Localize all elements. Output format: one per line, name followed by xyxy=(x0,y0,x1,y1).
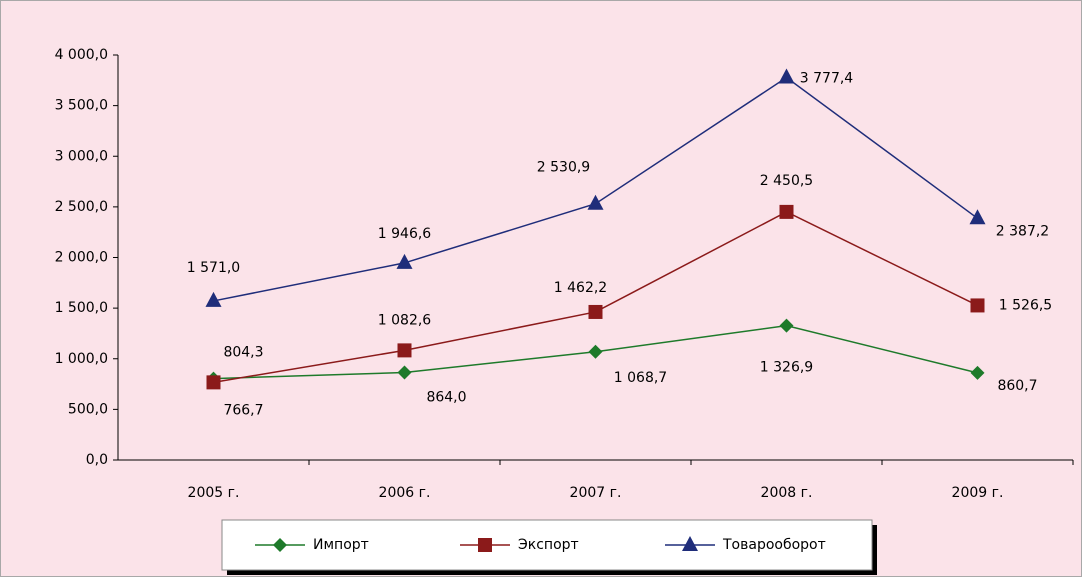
data-label: 2 387,2 xyxy=(996,223,1049,239)
y-tick-label: 500,0 xyxy=(68,401,108,417)
x-tick-label: 2006 г. xyxy=(379,485,431,501)
y-tick-label: 3 500,0 xyxy=(55,98,108,114)
data-point xyxy=(397,365,412,380)
data-label: 2 530,9 xyxy=(537,160,590,176)
data-point xyxy=(205,291,222,307)
data-label: 1 571,0 xyxy=(187,260,240,276)
data-point xyxy=(779,318,794,333)
data-label: 864,0 xyxy=(426,390,466,406)
data-point xyxy=(588,344,603,359)
x-tick-label: 2005 г. xyxy=(188,485,240,501)
data-point xyxy=(587,194,604,210)
legend-marker xyxy=(273,538,287,552)
data-label: 1 326,9 xyxy=(760,360,813,376)
legend-label: Товарооборот xyxy=(722,537,826,553)
data-point xyxy=(779,204,794,219)
data-point xyxy=(206,375,221,390)
legend-marker xyxy=(478,538,492,552)
data-label: 1 946,6 xyxy=(378,226,432,242)
x-tick-label: 2007 г. xyxy=(570,485,622,501)
data-label: 1 082,6 xyxy=(378,312,432,328)
y-tick-label: 1 000,0 xyxy=(55,351,108,367)
data-label: 3 777,4 xyxy=(800,71,854,87)
y-tick-label: 1 500,0 xyxy=(55,300,108,316)
data-point xyxy=(396,253,413,269)
legend-marker xyxy=(682,536,698,551)
data-point xyxy=(588,304,603,319)
data-point xyxy=(778,68,795,84)
data-point xyxy=(970,298,985,313)
legend-label: Экспорт xyxy=(518,537,579,553)
legend-label: Импорт xyxy=(313,537,369,553)
y-tick-label: 2 500,0 xyxy=(55,199,108,215)
data-point xyxy=(397,343,412,358)
x-tick-label: 2009 г. xyxy=(952,485,1004,501)
data-label: 804,3 xyxy=(223,345,263,361)
y-tick-label: 0,0 xyxy=(86,452,108,468)
data-point xyxy=(969,209,986,225)
data-label: 2 450,5 xyxy=(760,173,813,189)
y-tick-label: 2 000,0 xyxy=(55,250,108,266)
data-label: 1 068,7 xyxy=(614,370,667,386)
legend xyxy=(221,519,873,571)
data-label: 1 526,5 xyxy=(999,297,1052,313)
data-label: 1 462,2 xyxy=(554,280,607,296)
data-label: 766,7 xyxy=(223,402,263,418)
data-label: 860,7 xyxy=(997,378,1037,394)
y-tick-label: 3 000,0 xyxy=(55,148,108,164)
data-point xyxy=(970,365,985,380)
y-tick-label: 4 000,0 xyxy=(55,47,108,63)
x-tick-label: 2008 г. xyxy=(761,485,813,501)
